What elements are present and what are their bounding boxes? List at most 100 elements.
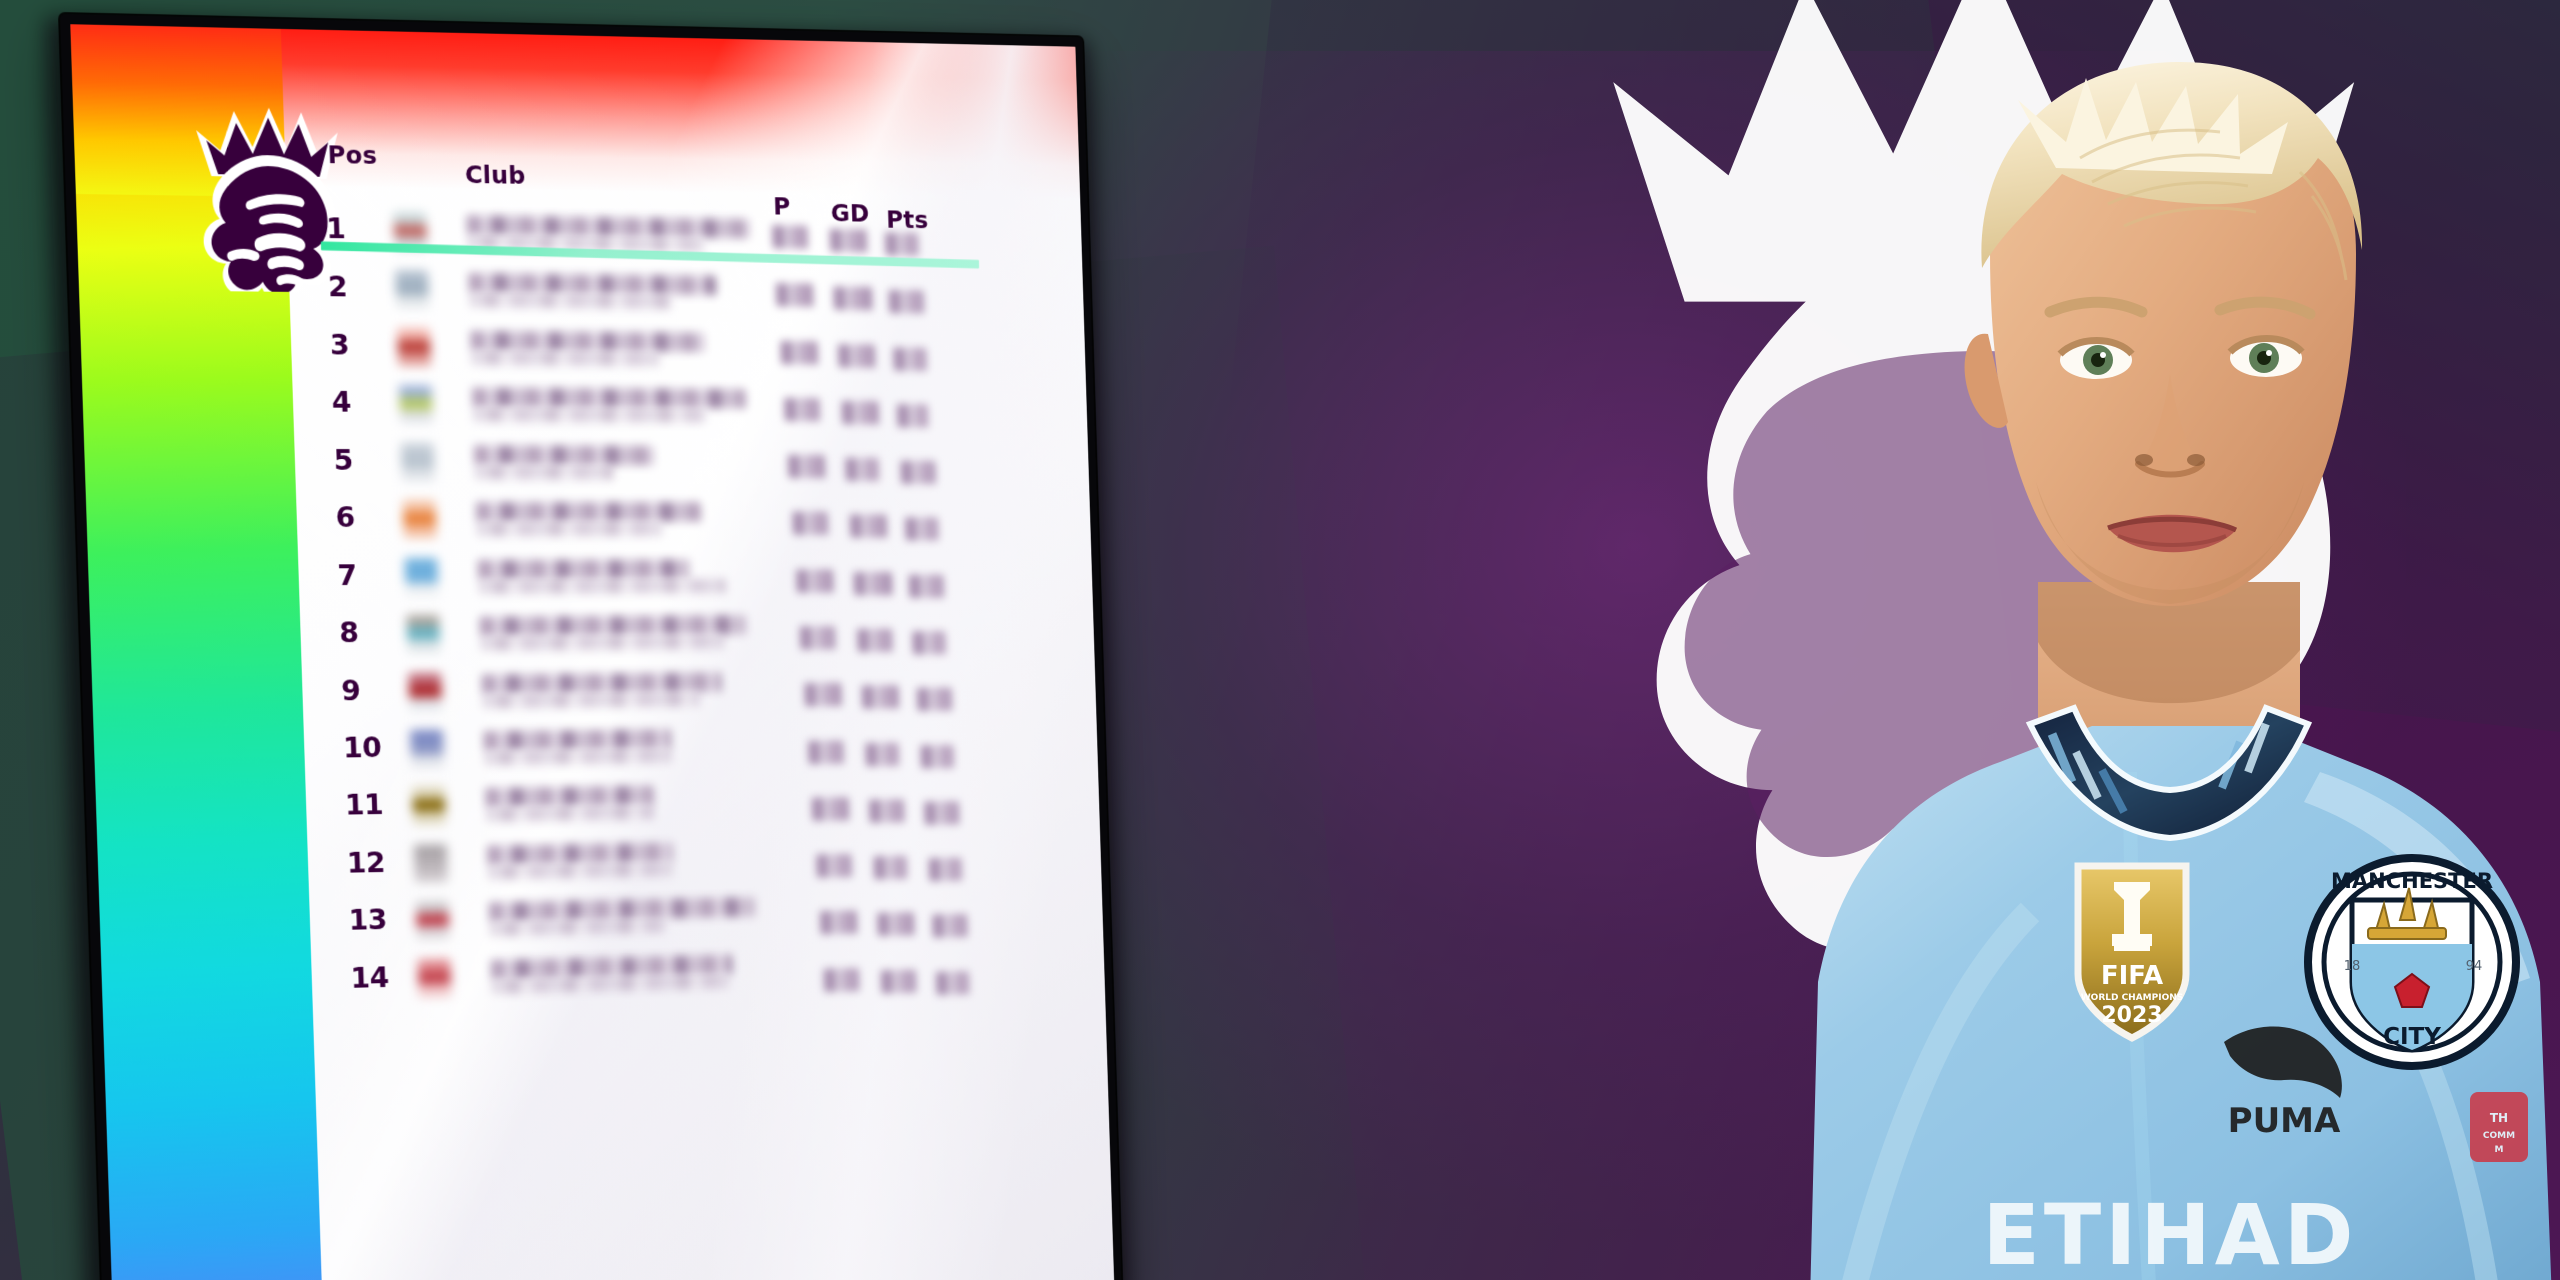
stat-goal-difference-redacted: [853, 571, 893, 595]
club-name-redacted: [477, 558, 691, 580]
row-position: 11: [344, 787, 384, 822]
club-name-redacted-secondline: [472, 407, 706, 424]
league-table-screen: Pos Club P GD Pts 1 2 3 4 5 6 7 8 9 10 11 12 13 14: [46, 14, 1128, 1280]
stat-goal-difference-redacted: [857, 628, 893, 652]
svg-text:2023: 2023: [2101, 1003, 2162, 1028]
row-position: 1: [325, 211, 346, 246]
club-crest-icon: [411, 787, 446, 825]
etihad-sponsor-text: ETIHAD: [1983, 1186, 2358, 1280]
stat-played-redacted: [779, 340, 818, 364]
svg-text:CITY: CITY: [2383, 1024, 2441, 1050]
stat-points-redacted: [896, 404, 929, 428]
club-name-redacted: [484, 786, 655, 808]
table-row[interactable]: 7: [331, 547, 981, 606]
club-name-redacted-secondline: [479, 634, 725, 652]
club-crest-icon: [408, 672, 443, 711]
club-name-redacted-secondline: [483, 748, 672, 766]
club-name-redacted: [479, 615, 746, 637]
stat-played-redacted: [811, 797, 850, 821]
row-position: 5: [333, 442, 354, 477]
stat-played-redacted: [787, 454, 826, 479]
premier-league-sleeve-patch: TH COMM M: [2470, 1092, 2528, 1162]
svg-text:MANCHESTER: MANCHESTER: [2331, 869, 2493, 893]
club-crest-icon: [402, 500, 437, 538]
row-position: 3: [329, 327, 350, 362]
club-name-redacted-secondline: [481, 691, 700, 709]
stat-played-redacted: [819, 910, 858, 935]
club-name-redacted-secondline: [487, 861, 674, 880]
svg-text:M: M: [2495, 1145, 2504, 1155]
club-name-redacted-secondline: [489, 918, 666, 937]
club-crest-icon: [406, 615, 441, 653]
table-row[interactable]: 8: [333, 603, 983, 664]
stat-goal-difference-redacted: [877, 912, 915, 937]
stat-goal-difference-redacted: [829, 228, 868, 253]
stat-points-redacted: [904, 517, 939, 541]
svg-text:ETIHAD: ETIHAD: [1983, 1186, 2358, 1280]
table-header-row: Pos Club P GD Pts: [317, 124, 968, 234]
stat-points-redacted: [928, 857, 962, 882]
stat-goal-difference-redacted: [861, 685, 899, 709]
table-row[interactable]: 3: [323, 319, 973, 380]
table-row[interactable]: 5: [327, 434, 977, 491]
puma-logo-graphic: PUMA: [2224, 1026, 2342, 1141]
row-position: 12: [346, 845, 386, 880]
stat-points-redacted: [892, 347, 927, 371]
stat-goal-difference-redacted: [845, 457, 880, 482]
stat-goal-difference-redacted: [833, 286, 873, 311]
club-name-redacted-secondline: [468, 293, 673, 310]
row-position: 2: [327, 270, 348, 304]
row-position: 13: [348, 902, 388, 937]
club-name-redacted: [475, 502, 702, 523]
club-name-redacted: [481, 671, 722, 694]
table-row[interactable]: 6: [329, 491, 979, 548]
club-name-redacted: [471, 387, 747, 409]
svg-text:TH: TH: [2490, 1111, 2508, 1125]
stat-goal-difference-redacted: [869, 799, 905, 823]
club-name-redacted-secondline: [476, 521, 663, 537]
stat-played-redacted: [775, 283, 814, 307]
stat-points-redacted: [884, 232, 919, 256]
stat-played-redacted: [803, 683, 842, 707]
club-crest-icon: [397, 328, 431, 366]
svg-text:WORLD CHAMPIONS: WORLD CHAMPIONS: [2081, 993, 2184, 1003]
table-row[interactable]: 9: [335, 658, 985, 721]
stat-played-redacted: [783, 397, 820, 422]
stat-goal-difference-redacted: [873, 855, 907, 880]
club-crest-icon: [415, 901, 450, 940]
stat-played-redacted: [795, 569, 834, 593]
club-crest-icon: [404, 557, 439, 596]
stat-points-redacted: [908, 574, 945, 598]
svg-text:COMM: COMM: [2483, 1131, 2515, 1141]
club-name-redacted: [468, 273, 717, 296]
fifa-world-champions-badge-graphic: FIFA WORLD CHAMPIONS 2023: [2074, 862, 2190, 1042]
club-crest-icon: [395, 270, 430, 309]
stat-played-redacted: [807, 740, 844, 764]
premier-league-lion-icon: [180, 102, 352, 293]
row-position: 8: [338, 615, 359, 650]
column-header-club[interactable]: Club: [464, 160, 527, 190]
stat-played-redacted: [823, 967, 860, 992]
club-crest-icon: [413, 844, 448, 883]
club-crest-icon: [410, 729, 444, 768]
row-position: 6: [335, 500, 356, 535]
row-position: 14: [350, 960, 390, 995]
stat-points-redacted: [924, 801, 960, 825]
stat-points-redacted: [912, 631, 947, 655]
table-body: 1 2 3 4 5 6 7 8 9 10 11 12 13 14: [320, 203, 993, 1007]
stat-points-redacted: [916, 687, 952, 712]
column-header-pos[interactable]: Pos: [327, 140, 378, 170]
svg-text:FIFA: FIFA: [2101, 961, 2163, 991]
table-row[interactable]: 10: [336, 714, 985, 778]
row-position: 10: [342, 730, 382, 765]
manchester-city-crest-graphic: MANCHESTER CITY 18 94: [2304, 854, 2520, 1070]
player-photo-erling-haaland: FIFA WORLD CHAMPIONS 2023 MANCHESTER CI: [1700, 0, 2560, 1280]
table-row[interactable]: 2: [321, 262, 971, 325]
stat-goal-difference-redacted: [837, 343, 876, 368]
stat-points-redacted: [920, 744, 954, 768]
club-crest-icon: [417, 958, 452, 997]
club-name-redacted-secondline: [485, 805, 655, 823]
table-row[interactable]: 4: [325, 377, 975, 436]
club-crest-icon: [400, 443, 435, 481]
